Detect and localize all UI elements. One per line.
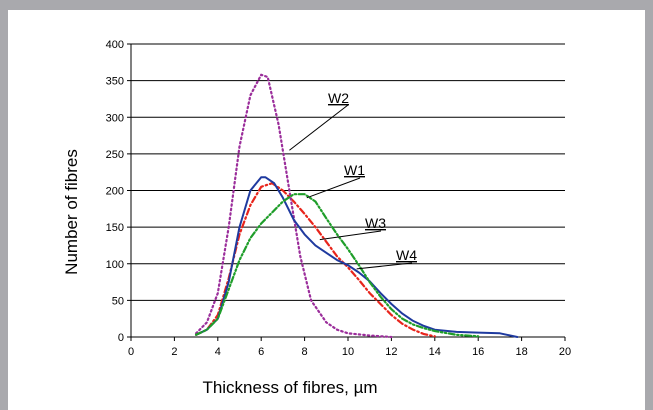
x-tick-label: 4	[215, 346, 221, 358]
chart-frame: 0 50 100 150 200 250 300 350 400 0 2 4 6 8 10 12 14 16 18 2…	[8, 10, 645, 410]
x-tick-label: 16	[472, 346, 484, 358]
series-callouts: W2 W1 W3 W4	[289, 90, 417, 270]
tick-labels: 0 50 100 150 200 250 300 350 400 0 2 4 6 8 10 12 14 16 18 2…	[106, 39, 571, 358]
x-tick-label: 12	[385, 346, 397, 358]
callout-leader-w4	[356, 262, 413, 270]
callout-label-w4: W4	[396, 247, 417, 263]
y-tick-label: 150	[106, 222, 124, 234]
x-tick-label: 10	[342, 346, 354, 358]
x-axis-title: Thickness of fibres, µm	[202, 378, 377, 397]
y-tick-label: 350	[106, 76, 124, 88]
x-tick-label: 8	[302, 346, 308, 358]
y-axis-title: Number of fibres	[62, 149, 81, 275]
callout-label-w3: W3	[365, 215, 386, 231]
y-tick-label: 200	[106, 186, 124, 198]
gridlines	[131, 43, 565, 301]
series-line-w4	[195, 193, 480, 338]
callout-leader-w1	[306, 177, 361, 199]
x-tick-label: 6	[258, 346, 264, 358]
x-tick-label: 14	[429, 346, 441, 358]
line-chart: 0 50 100 150 200 250 300 350 400 0 2 4 6 8 10 12 14 16 18 2…	[62, 39, 571, 397]
y-tick-label: 0	[118, 332, 124, 344]
callout-leader-w2	[289, 104, 349, 151]
axes	[127, 43, 566, 341]
series-line-w3	[195, 176, 519, 338]
callout-leader-w3	[319, 230, 382, 241]
x-tick-label: 0	[128, 346, 134, 358]
y-tick-label: 50	[112, 295, 124, 307]
x-tick-label: 2	[171, 346, 177, 358]
x-tick-label: 18	[515, 346, 527, 358]
series-line-w2	[195, 73, 393, 339]
y-tick-label: 100	[106, 259, 124, 271]
series-lines	[195, 73, 519, 339]
x-tick-label: 20	[559, 346, 571, 358]
callout-label-w2: W2	[328, 90, 349, 106]
y-tick-label: 300	[106, 112, 124, 124]
callout-label-w1: W1	[344, 162, 365, 178]
y-tick-label: 400	[106, 39, 124, 51]
y-tick-label: 250	[106, 149, 124, 161]
